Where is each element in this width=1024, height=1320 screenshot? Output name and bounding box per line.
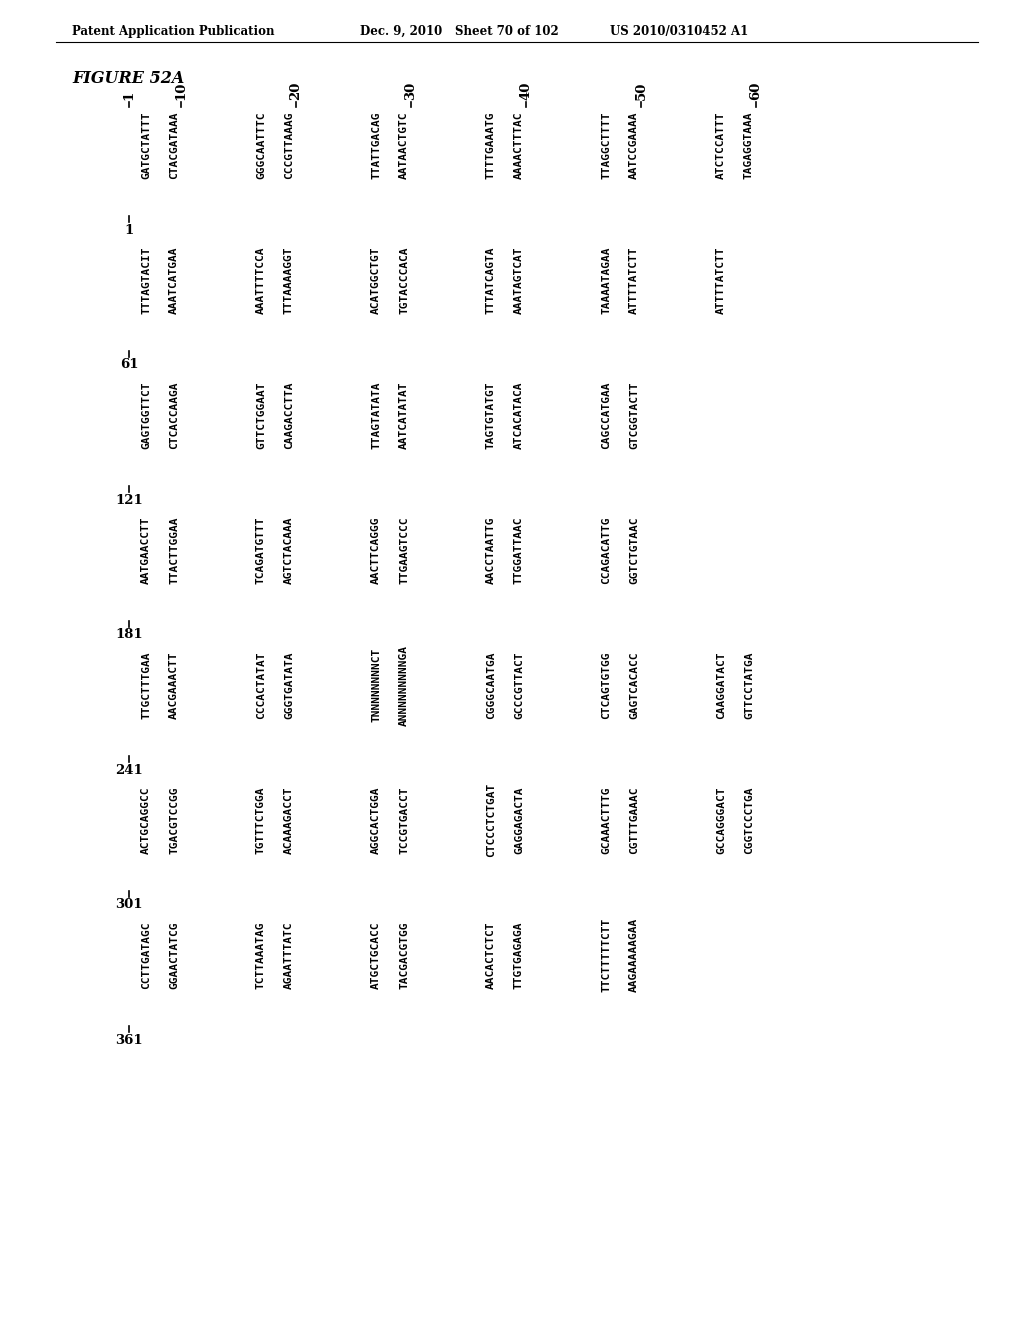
Text: CTCCCTCTGAT: CTCCCTCTGAT [486,783,496,857]
Text: TAGAGGTAAA: TAGAGGTAAA [744,111,754,178]
Text: 121: 121 [115,494,143,507]
Text: TTTAGTACIT: TTTAGTACIT [141,247,151,314]
Text: GCAAACTTTG: GCAAACTTTG [601,787,611,854]
Text: GGGTGATATA: GGGTGATATA [284,651,294,719]
Text: ACAAAGACCT: ACAAAGACCT [284,787,294,854]
Text: ATTTTATCTT: ATTTTATCTT [629,247,639,314]
Text: CTCAGTGTGG: CTCAGTGTGG [601,651,611,719]
Text: TNNNNNNNNCT: TNNNNNNNNCT [371,648,381,722]
Text: TGTTTCTGGA: TGTTTCTGGA [256,787,266,854]
Text: US 2010/0310452 A1: US 2010/0310452 A1 [610,25,749,38]
Text: TTATTGACAG: TTATTGACAG [371,111,381,178]
Text: CTCACCAAGA: CTCACCAAGA [169,381,179,449]
Text: 50: 50 [635,82,647,100]
Text: CGGTCCCTGA: CGGTCCCTGA [744,787,754,854]
Text: 1: 1 [123,91,135,100]
Text: GGAACTATCG: GGAACTATCG [169,921,179,989]
Text: AACTTCAGGG: AACTTCAGGG [371,516,381,583]
Text: TTGCTTTGAA: TTGCTTTGAA [141,651,151,719]
Text: TAGTGTATGT: TAGTGTATGT [486,381,496,449]
Text: TCCGTGACCT: TCCGTGACCT [399,787,409,854]
Text: AGGCACTGGA: AGGCACTGGA [371,787,381,854]
Text: ANNNNNNNNNGA: ANNNNNNNNNGA [399,644,409,726]
Text: TTCTTTTTCTT: TTCTTTTTCTT [601,917,611,993]
Text: TCAGATGTTT: TCAGATGTTT [256,516,266,583]
Text: 361: 361 [115,1034,142,1047]
Text: ACTGCAGGCC: ACTGCAGGCC [141,787,151,854]
Text: CAGCCATGAA: CAGCCATGAA [601,381,611,449]
Text: 30: 30 [404,82,418,100]
Text: AAGAAAAAGAA: AAGAAAAAGAA [629,917,639,993]
Text: TAAAATAGAA: TAAAATAGAA [601,247,611,314]
Text: TCTTAAATAG: TCTTAAATAG [256,921,266,989]
Text: AAATTTTCCA: AAATTTTCCA [256,247,266,314]
Text: ATGCTGCACC: ATGCTGCACC [371,921,381,989]
Text: FIGURE 52A: FIGURE 52A [72,70,184,87]
Text: GGTCTGTAAC: GGTCTGTAAC [629,516,639,583]
Text: AATCATATAT: AATCATATAT [399,381,409,449]
Text: TTACTTGGAA: TTACTTGGAA [169,516,179,583]
Text: AATAACTGTC: AATAACTGTC [399,111,409,178]
Text: TTAGTATATA: TTAGTATATA [371,381,381,449]
Text: GCCCGTTACT: GCCCGTTACT [514,651,524,719]
Text: 61: 61 [120,359,138,371]
Text: CAAGACCTTA: CAAGACCTTA [284,381,294,449]
Text: 241: 241 [115,763,143,776]
Text: TTGAAGTCCC: TTGAAGTCCC [399,516,409,583]
Text: CCAGACATTG: CCAGACATTG [601,516,611,583]
Text: GCCAGGGACT: GCCAGGGACT [716,787,726,854]
Text: 60: 60 [750,82,763,100]
Text: TACGACGTGG: TACGACGTGG [399,921,409,989]
Text: AAATCATGAA: AAATCATGAA [169,247,179,314]
Text: 181: 181 [115,628,142,642]
Text: GAGTGGTTCT: GAGTGGTTCT [141,381,151,449]
Text: CAAGGATACT: CAAGGATACT [716,651,726,719]
Text: 1: 1 [124,223,133,236]
Text: GTTCCTATGA: GTTCCTATGA [744,651,754,719]
Text: AGAATTTATC: AGAATTTATC [284,921,294,989]
Text: ACATGGCTGT: ACATGGCTGT [371,247,381,314]
Text: 20: 20 [290,82,302,100]
Text: TTGGATTAAC: TTGGATTAAC [514,516,524,583]
Text: AAAACTTTAC: AAAACTTTAC [514,111,524,178]
Text: TGTACCCACA: TGTACCCACA [399,247,409,314]
Text: 40: 40 [519,82,532,100]
Text: GATGCTATTT: GATGCTATTT [141,111,151,178]
Text: GTTCTGGAAT: GTTCTGGAAT [256,381,266,449]
Text: TTTTGAAATG: TTTTGAAATG [486,111,496,178]
Text: AATGAACCTT: AATGAACCTT [141,516,151,583]
Text: CGTTTGAAAC: CGTTTGAAAC [629,787,639,854]
Text: Dec. 9, 2010: Dec. 9, 2010 [360,25,442,38]
Text: AACGAAACTT: AACGAAACTT [169,651,179,719]
Text: ATCTCCATTT: ATCTCCATTT [716,111,726,178]
Text: AACACTCTCT: AACACTCTCT [486,921,496,989]
Text: AAATAGTCAT: AAATAGTCAT [514,247,524,314]
Text: AGTCTACAAA: AGTCTACAAA [284,516,294,583]
Text: TTAGGCTTTT: TTAGGCTTTT [601,111,611,178]
Text: Sheet 70 of 102: Sheet 70 of 102 [455,25,559,38]
Text: Patent Application Publication: Patent Application Publication [72,25,274,38]
Text: AACCTAATTG: AACCTAATTG [486,516,496,583]
Text: TTGTGAGAGA: TTGTGAGAGA [514,921,524,989]
Text: ATCACATACA: ATCACATACA [514,381,524,449]
Text: CTACGATAAA: CTACGATAAA [169,111,179,178]
Text: 301: 301 [116,899,142,912]
Text: CCCACTATAT: CCCACTATAT [256,651,266,719]
Text: GAGGAGACTA: GAGGAGACTA [514,787,524,854]
Text: GAGTCACACC: GAGTCACACC [629,651,639,719]
Text: CCCGTTAAAG: CCCGTTAAAG [284,111,294,178]
Text: AATCCGAAAA: AATCCGAAAA [629,111,639,178]
Text: 10: 10 [174,82,187,100]
Text: CGGGCAATGA: CGGGCAATGA [486,651,496,719]
Text: TTTATCAGTA: TTTATCAGTA [486,247,496,314]
Text: GTCGGTACTT: GTCGGTACTT [629,381,639,449]
Text: CCTTGATAGC: CCTTGATAGC [141,921,151,989]
Text: TTTAAAAGGT: TTTAAAAGGT [284,247,294,314]
Text: TGACGTCCGG: TGACGTCCGG [169,787,179,854]
Text: ATTTTATCTT: ATTTTATCTT [716,247,726,314]
Text: GGGCAATTTC: GGGCAATTTC [256,111,266,178]
